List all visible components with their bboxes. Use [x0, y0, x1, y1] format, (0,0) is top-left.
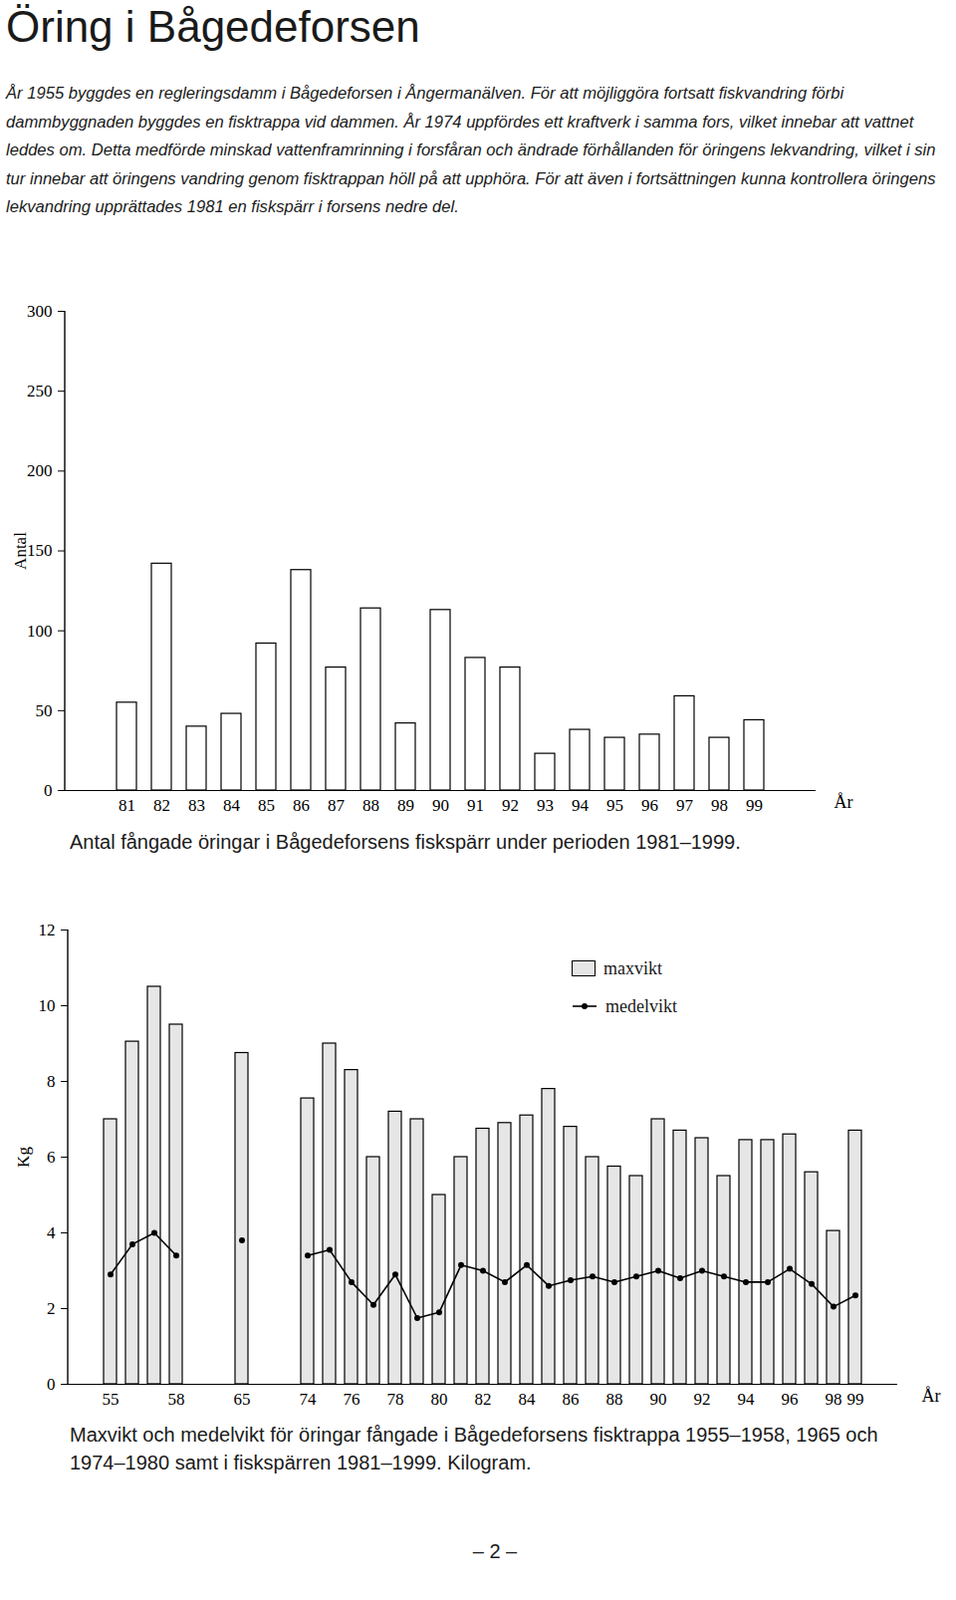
svg-text:82: 82 — [153, 795, 171, 815]
svg-text:94: 94 — [737, 1389, 756, 1409]
svg-text:150: 150 — [26, 540, 53, 560]
svg-text:93: 93 — [536, 795, 554, 815]
svg-text:86: 86 — [292, 795, 310, 815]
svg-text:År: År — [834, 791, 854, 812]
svg-text:200: 200 — [26, 461, 53, 480]
svg-text:10: 10 — [38, 995, 56, 1015]
svg-text:300: 300 — [26, 301, 53, 321]
svg-text:95: 95 — [606, 795, 624, 815]
svg-text:90: 90 — [650, 1389, 668, 1409]
svg-text:Kg: Kg — [13, 1146, 33, 1168]
svg-text:74: 74 — [299, 1389, 318, 1409]
svg-text:88: 88 — [606, 1389, 624, 1409]
svg-text:97: 97 — [676, 795, 695, 815]
svg-text:58: 58 — [168, 1389, 186, 1409]
svg-text:88: 88 — [362, 795, 380, 815]
html-text:maxvikt: maxvikt — [603, 957, 663, 978]
svg-text:87: 87 — [327, 795, 346, 815]
svg-text:0: 0 — [46, 1374, 56, 1394]
svg-text:År: År — [922, 1385, 942, 1406]
svg-text:92: 92 — [694, 1389, 712, 1409]
html-text:Öring i Bågedeforsen: Öring i Bågedeforsen — [5, 1, 421, 51]
svg-text:99: 99 — [847, 1389, 865, 1409]
svg-text:82: 82 — [475, 1389, 492, 1409]
svg-text:2: 2 — [46, 1298, 56, 1318]
svg-text:98: 98 — [825, 1389, 843, 1409]
svg-text:81: 81 — [118, 795, 136, 815]
svg-text:98: 98 — [711, 795, 728, 815]
svg-text:84: 84 — [518, 1389, 537, 1409]
html-text:medelvikt: medelvikt — [605, 995, 678, 1016]
svg-text:96: 96 — [781, 1389, 799, 1409]
svg-text:96: 96 — [641, 795, 659, 815]
svg-text:89: 89 — [397, 795, 415, 815]
svg-text:85: 85 — [257, 795, 275, 815]
svg-text:4: 4 — [46, 1222, 56, 1242]
svg-text:65: 65 — [234, 1389, 251, 1409]
svg-text:0: 0 — [43, 780, 53, 800]
svg-text:86: 86 — [562, 1389, 580, 1409]
svg-text:12: 12 — [38, 920, 56, 940]
svg-text:90: 90 — [432, 795, 450, 815]
svg-text:250: 250 — [26, 381, 53, 401]
svg-text:99: 99 — [745, 795, 763, 815]
html-text:År 1955 byggdes en regleringsd: År 1955 byggdes en regleringsdamm i Båge… — [5, 83, 936, 217]
svg-text:78: 78 — [387, 1389, 405, 1409]
svg-text:76: 76 — [343, 1389, 361, 1409]
svg-text:80: 80 — [431, 1389, 449, 1409]
html-text:– 2 –: – 2 – — [472, 1539, 518, 1562]
svg-text:92: 92 — [501, 795, 519, 815]
html-text:Antal fångade öringar i Bågede: Antal fångade öringar i Bågedeforsens fi… — [69, 830, 741, 853]
svg-text:94: 94 — [571, 795, 590, 815]
svg-text:6: 6 — [46, 1147, 56, 1167]
svg-text:100: 100 — [26, 621, 53, 641]
svg-text:Antal: Antal — [10, 531, 30, 570]
svg-text:50: 50 — [35, 701, 53, 720]
svg-text:84: 84 — [223, 795, 241, 815]
svg-text:55: 55 — [102, 1389, 120, 1409]
svg-text:8: 8 — [46, 1071, 56, 1091]
svg-text:83: 83 — [188, 795, 206, 815]
html-text:Maxvikt och medelvikt för örin: Maxvikt och medelvikt för öringar fångad… — [69, 1423, 878, 1473]
svg-text:91: 91 — [467, 795, 484, 815]
